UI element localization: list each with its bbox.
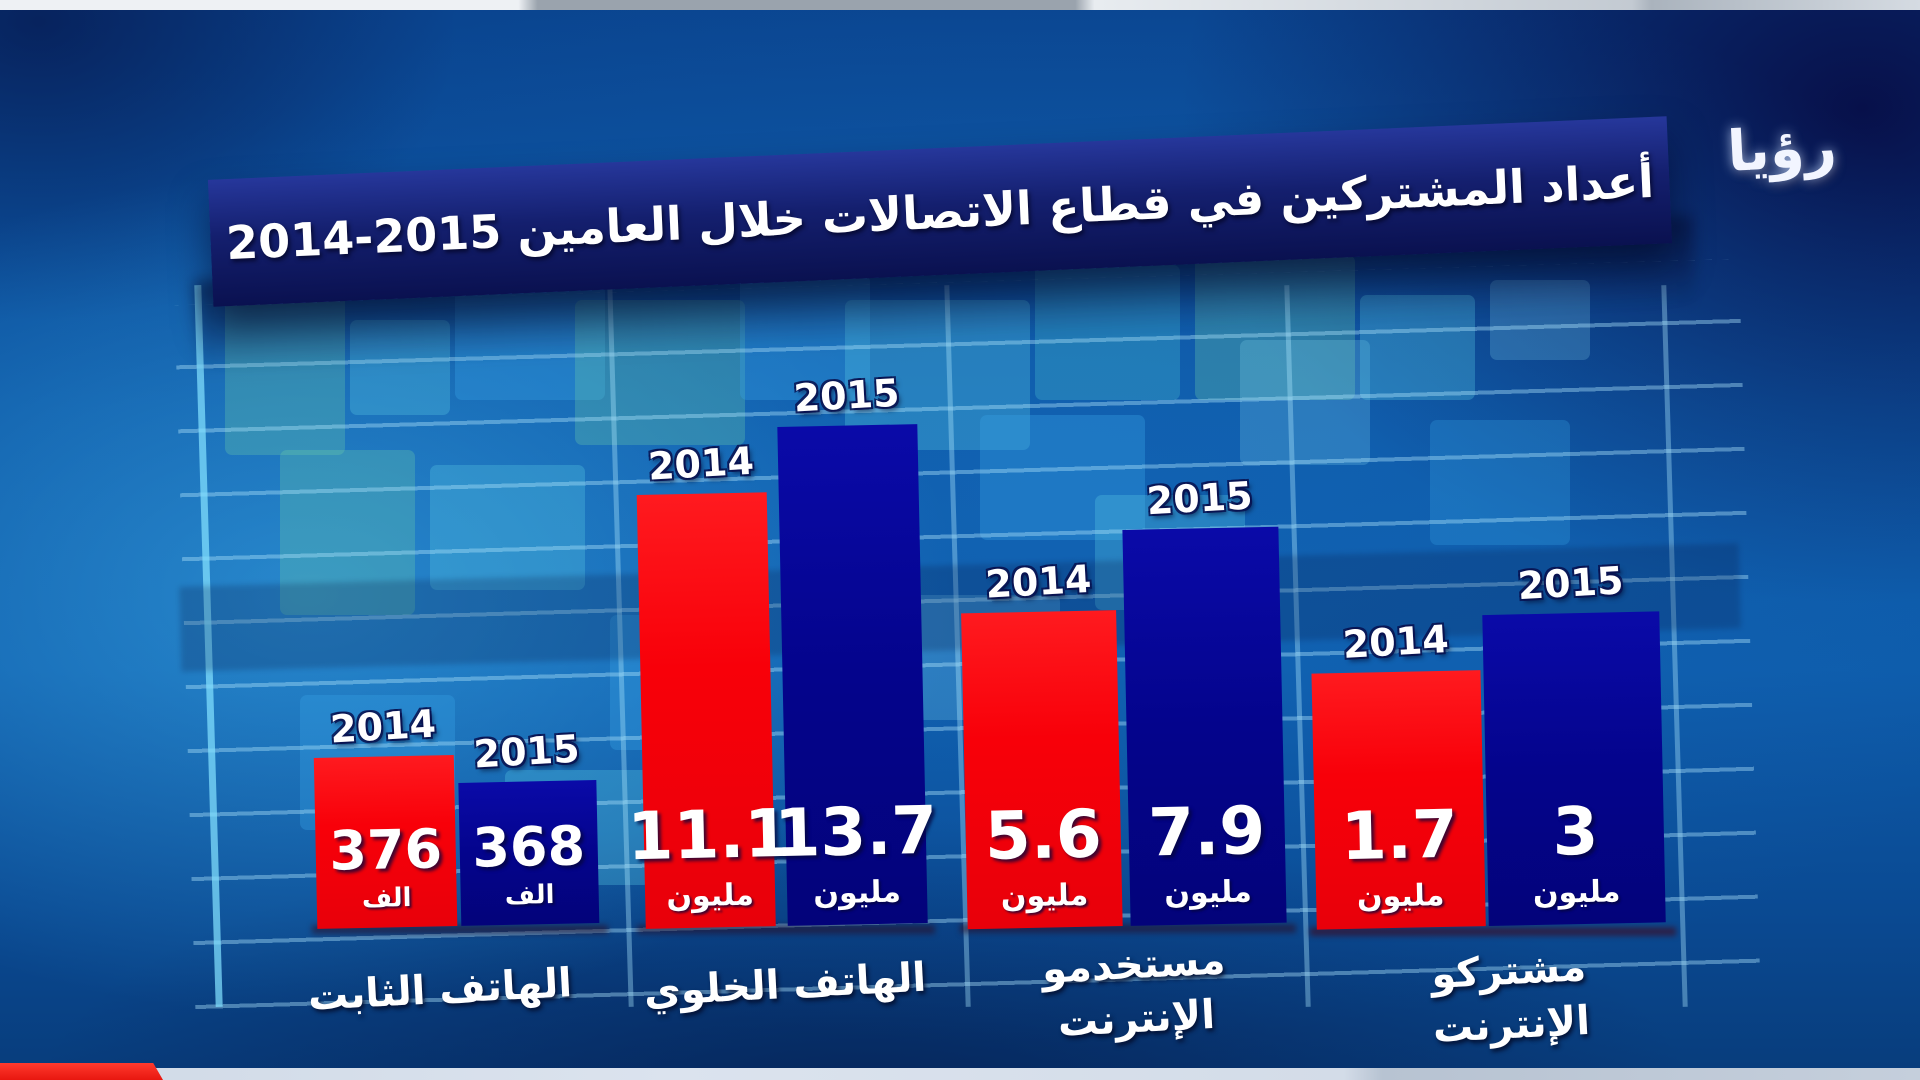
bar-unit: مليون — [812, 874, 902, 912]
year-label-2015: 2015 — [792, 370, 901, 421]
bar-unit: مليون — [1000, 877, 1089, 915]
bar-value: 7.9 — [1147, 792, 1266, 872]
category-label-internet-users: مستخدمو الإنترنت — [982, 930, 1287, 1054]
bar-2015-internet-users: 7.9 مليون — [1122, 526, 1287, 926]
year-label-2014: 2014 — [329, 701, 438, 752]
bar-value: 11.1 — [626, 794, 792, 876]
bar-column-2015: 2015 3 مليون — [1481, 558, 1666, 927]
year-label-2015: 2015 — [1145, 473, 1254, 524]
category-label-internet-subscribers: مشتركو الإنترنت — [1357, 936, 1662, 1060]
bar-value: 376 — [328, 817, 443, 883]
bar-column-2015: 2015 7.9 مليون — [1121, 473, 1287, 926]
roya-logo-text: رؤيا — [1725, 114, 1839, 185]
bar-unit: مليون — [666, 877, 755, 915]
bar-column-2014: 2014 5.6 مليون — [960, 556, 1123, 930]
bar-2014-cellular: 11.1 مليون — [627, 492, 791, 929]
bar-unit: الف — [504, 879, 555, 911]
year-label-2014: 2014 — [647, 438, 756, 489]
baseline-shadow — [312, 925, 608, 934]
bar-value: 5.6 — [984, 795, 1103, 875]
bar-column-2014: 2014 376 الف — [313, 701, 458, 929]
mosaic-tile — [430, 465, 585, 590]
bar-group-internet-subscribers: 2014 1.7 مليون 2015 3 مليون — [1309, 558, 1666, 930]
bar-column-2015: 2015 368 الف — [457, 726, 600, 926]
bar-column-2014: 2014 1.7 مليون — [1310, 616, 1486, 930]
baseline-shadow — [637, 925, 935, 934]
year-label-2014: 2014 — [1341, 616, 1450, 667]
bar-2015-internet-subscribers: 3 مليون — [1482, 611, 1666, 927]
bar-2014-internet-subscribers: 1.7 مليون — [1311, 670, 1486, 930]
mosaic-tile — [280, 450, 415, 615]
bar-group-internet-users: 2014 5.6 مليون 2015 7.9 مليون — [958, 473, 1287, 930]
bar-column-2014: 2014 11.1 مليون — [627, 438, 791, 929]
bar-2015-fixed-phone: 368 الف — [458, 780, 600, 926]
bar-value: 3 — [1551, 792, 1600, 871]
bar-group-cellular: 2014 11.1 مليون 2015 13.7 مليون — [627, 370, 938, 929]
bar-value: 1.7 — [1340, 795, 1459, 876]
mosaic-tile — [1240, 340, 1370, 465]
bar-value: 13.7 — [773, 791, 939, 873]
bar-column-2015: 2015 13.7 مليون — [774, 370, 938, 926]
bar-2014-internet-users: 5.6 مليون — [961, 610, 1123, 930]
bar-unit: مليون — [1356, 877, 1445, 915]
bar-unit: الف — [361, 882, 412, 914]
bar-unit: مليون — [1163, 874, 1253, 912]
bar-group-fixed-phone: 2014 376 الف 2015 368 الف — [313, 700, 600, 929]
year-label-2014: 2014 — [983, 556, 1092, 607]
mosaic-tile — [1430, 420, 1570, 545]
bar-2015-cellular: 13.7 مليون — [774, 424, 938, 926]
year-label-2015: 2015 — [472, 726, 581, 777]
bar-2014-fixed-phone: 376 الف — [313, 755, 458, 929]
baseline-shadow — [1310, 927, 1676, 936]
mosaic-tile — [980, 415, 1145, 540]
bar-value: 368 — [471, 814, 586, 880]
ticker-bar — [0, 1068, 1920, 1080]
year-label-2015: 2015 — [1516, 558, 1625, 609]
channel-logo: رؤيا — [1719, 89, 1845, 210]
chart-title: أعداد المشتركين في قطاع الاتصالات خلال ا… — [225, 153, 1655, 270]
baseline-shadow — [960, 924, 1296, 933]
bar-unit: مليون — [1532, 874, 1621, 912]
ticker-red-segment — [0, 1063, 163, 1080]
top-edge-strip — [0, 0, 1920, 10]
